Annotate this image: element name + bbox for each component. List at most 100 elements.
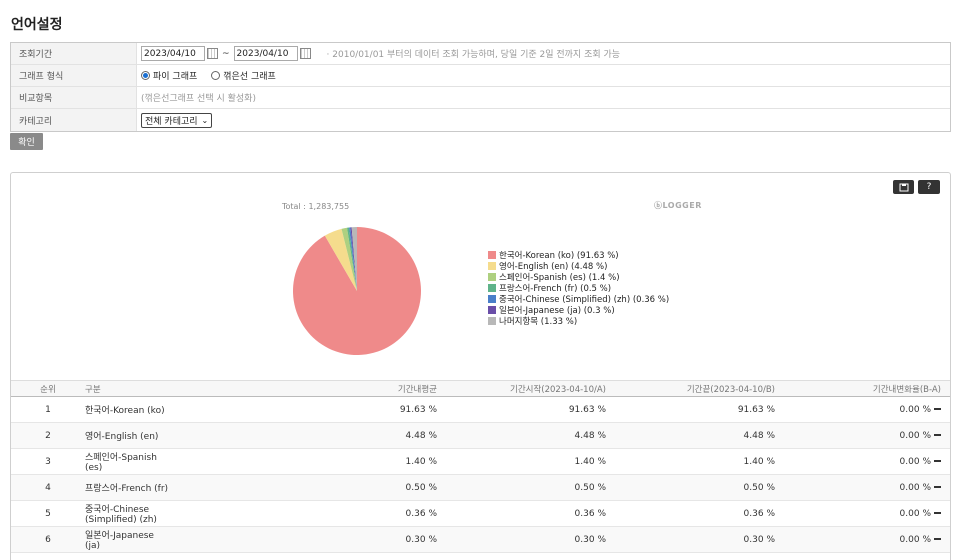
cell-rank: 5 (45, 508, 51, 519)
cell-rank: 1 (45, 404, 51, 415)
help-button[interactable]: ? (918, 180, 940, 194)
cell-category: 스페인어-Spanish (es) (85, 453, 157, 473)
table-row: 3 스페인어-Spanish (es) 1.40 % 1.40 % 1.40 % 0.00… (11, 449, 950, 475)
radio-selected-icon[interactable] (141, 71, 150, 80)
no-change-icon (934, 408, 941, 410)
cell-average: 0.50 % (405, 482, 437, 493)
legend-item: 한국어-Korean (ko) (91.63 %) (488, 249, 669, 261)
cell-end: 0.50 % (743, 482, 775, 493)
pie-slice[interactable] (324, 228, 357, 291)
cell-category: 일본어-Japanese (ja) (85, 531, 154, 551)
cell-rank: 3 (45, 456, 51, 467)
cell-category: 중국어-Chinese (Simplified) (zh) (85, 505, 157, 525)
no-change-icon (934, 512, 941, 514)
cell-rank: 6 (45, 534, 51, 545)
cell-average: 0.30 % (405, 534, 437, 545)
legend-item: 스페인어-Spanish (es) (1.4 %) (488, 271, 669, 283)
cell-average: 91.63 % (399, 404, 437, 415)
date-separator: ~ (222, 48, 230, 59)
cell-average: 1.40 % (405, 456, 437, 467)
col-change: 기간내변화율(B-A) (872, 384, 941, 395)
confirm-button[interactable]: 확인 (10, 133, 43, 150)
page-title: 언어설정 (11, 17, 63, 33)
cell-average: 4.48 % (405, 430, 437, 441)
legend-swatch (488, 294, 496, 303)
blogger-logo: ⓑLOGGER (654, 201, 702, 210)
cell-rank: 4 (45, 482, 51, 493)
compare-hint: (꺾은선그래프 선택 시 활성화) (141, 94, 256, 104)
calendar-icon[interactable] (299, 48, 311, 59)
table-row: 2 영어-English (en) 4.48 % 4.48 % 4.48 % 0.00 % (11, 423, 950, 449)
cell-category: 프랑스어-French (fr) (85, 484, 169, 494)
legend-swatch (488, 316, 496, 325)
period-row: 조회기간 2023/04/10 ~ 2023/04/10 · 2010/01/0… (11, 43, 950, 65)
filter-form: 조회기간 2023/04/10 ~ 2023/04/10 · 2010/01/0… (10, 42, 951, 132)
end-date-input[interactable]: 2023/04/10 (233, 46, 298, 61)
calendar-icon[interactable] (207, 48, 218, 59)
legend-label: 나머지항목 (1.33 %) (499, 316, 578, 327)
graph-type-label: 그래프 형식 (11, 65, 137, 86)
legend-label: 스페인어-Spanish (es) (1.4 %) (499, 272, 620, 283)
legend-item: 나머지항목 (1.33 %) (488, 315, 669, 327)
cell-change: 0.00 % (775, 509, 941, 519)
no-change-icon (934, 460, 941, 462)
cell-end: 1.40 % (743, 456, 775, 467)
legend-label: 프랑스어-French (fr) (0.5 %) (499, 283, 612, 294)
radio-unselected-icon[interactable] (211, 71, 221, 80)
table-header: 순위 구분 기간내평균 기간시작(2023-04-10/A) 기간끝(2023-… (11, 380, 950, 397)
legend-item: 중국어-Chinese (Simplified) (zh) (0.36 %) (488, 293, 670, 305)
legend-item: 영어-English (en) (4.48 %) (488, 260, 669, 272)
legend-label: 일본어-Japanese (ja) (0.3 %) (499, 305, 615, 316)
no-change-icon (934, 538, 941, 540)
cell-category: 한국어-Korean (ko) (85, 406, 165, 416)
cell-end: 91.63 % (737, 404, 775, 415)
legend-swatch (488, 283, 496, 292)
col-category: 구분 (85, 384, 101, 395)
pie-slice[interactable] (349, 227, 357, 291)
cell-category: 영어-English (en) (85, 432, 159, 442)
cell-end: 0.36 % (743, 508, 775, 519)
legend-label: 영어-English (en) (4.48 %) (499, 261, 608, 272)
cell-change: 0.00 % (775, 431, 941, 441)
pie-slice[interactable] (351, 227, 357, 291)
period-hint: · 2010/01/01 부터의 데이터 조회 가능하며, 당일 기준 2일 전… (326, 50, 621, 60)
category-select[interactable]: 전체 카테고리 ⌄ (141, 112, 213, 128)
cell-start: 0.50 % (574, 482, 606, 493)
category-row: 카테고리 전체 카테고리 ⌄ (11, 109, 950, 131)
save-icon (899, 183, 908, 191)
table-row: 1 한국어-Korean (ko) 91.63 % 91.63 % 91.63 % 0.0… (11, 397, 950, 423)
legend-swatch (488, 305, 496, 314)
legend-item: 프랑스어-French (fr) (0.5 %) (488, 282, 669, 294)
table-row: 5 중국어-Chinese (Simplified) (zh) 0.36 % 0.36… (11, 501, 950, 527)
category-label: 카테고리 (11, 109, 137, 131)
pie-slice[interactable] (347, 227, 357, 291)
cell-end: 0.30 % (743, 534, 775, 545)
col-end: 기간끝(2023-04-10/B) (686, 384, 775, 395)
compare-label: 비교항목 (11, 87, 137, 108)
save-button[interactable] (893, 180, 914, 194)
chart-total: Total : 1,283,755 (282, 202, 350, 211)
legend-item: 일본어-Japanese (ja) (0.3 %) (488, 304, 669, 316)
chevron-down-icon: ⌄ (201, 115, 209, 125)
compare-row: 비교항목 (꺾은선그래프 선택 시 활성화) (11, 87, 950, 109)
legend-swatch (488, 261, 496, 270)
cell-change: 0.00 % (775, 457, 941, 467)
pie-slice[interactable] (350, 227, 357, 291)
start-date-input[interactable]: 2023/04/10 (141, 46, 205, 61)
graph-type-row: 그래프 형식 파이 그래프 꺾은선 그래프 (11, 65, 950, 87)
legend-label: 한국어-Korean (ko) (91.63 %) (499, 250, 619, 261)
col-start: 기간시작(2023-04-10/A) (510, 384, 606, 395)
cell-change: 0.00 % (775, 405, 941, 415)
cell-average: 0.36 % (405, 508, 437, 519)
period-label: 조회기간 (11, 43, 137, 64)
cell-start: 0.30 % (574, 534, 606, 545)
cell-rank: 2 (45, 430, 51, 441)
radio-pie-graph[interactable]: 파이 그래프 (141, 69, 197, 82)
col-average: 기간내평균 (397, 384, 437, 395)
no-change-icon (934, 486, 941, 488)
cell-change: 0.00 % (775, 483, 941, 493)
radio-line-graph[interactable]: 꺾은선 그래프 (211, 69, 276, 82)
no-change-icon (934, 434, 941, 436)
legend-label: 중국어-Chinese (Simplified) (zh) (0.36 %) (499, 294, 670, 305)
pie-slice[interactable] (341, 227, 357, 291)
